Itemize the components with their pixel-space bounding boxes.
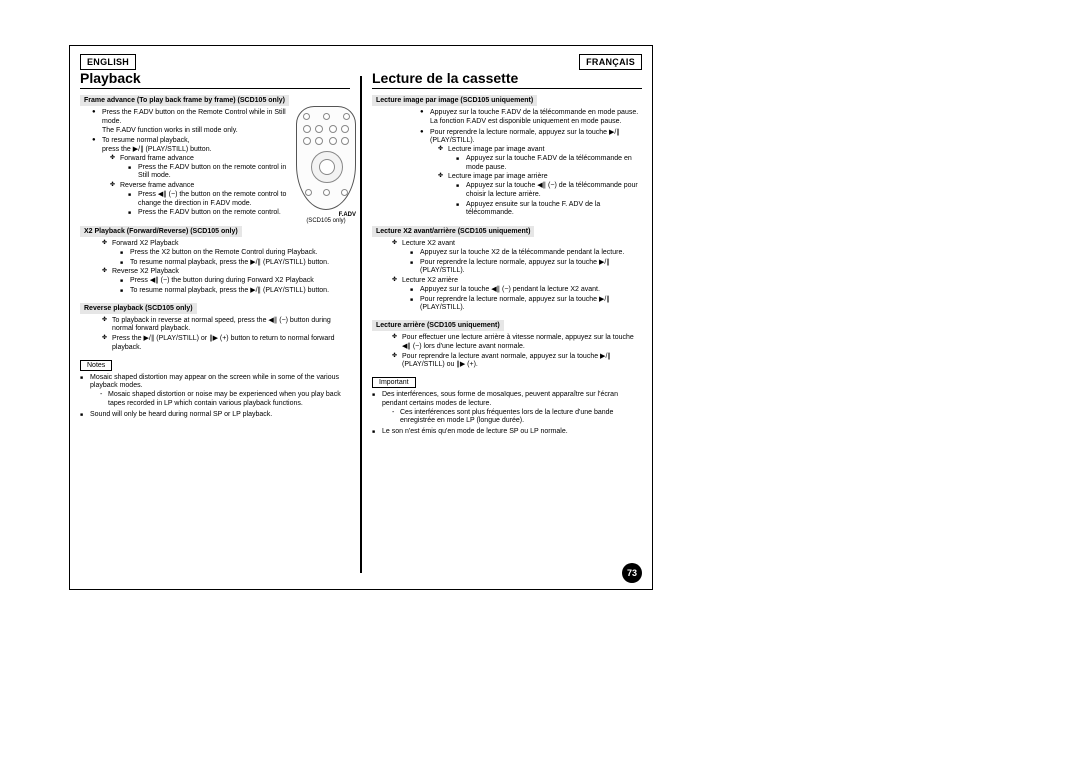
lecture-image-list: Appuyez sur la touche F.ADV de la téléco… bbox=[422, 109, 642, 218]
section-reverse-playback: Reverse playback (SCD105 only) bbox=[80, 303, 197, 314]
text: To resume normal playback, press the ▶/∥… bbox=[120, 287, 350, 296]
text: Press the ▶/∥ (PLAY/STILL) or ∥▶ (+) but… bbox=[102, 335, 350, 353]
lang-label-french: FRANÇAIS bbox=[579, 54, 642, 70]
text: Appuyez sur la touche F.ADV de la téléco… bbox=[422, 109, 642, 127]
text: Lecture X2 avant bbox=[402, 240, 455, 247]
remote-sublabel: (SCD105 only) bbox=[296, 218, 356, 224]
text: Reverse frame advance bbox=[120, 182, 194, 189]
lecture-arriere-list: Pour effectuer une lecture arrière à vit… bbox=[392, 334, 642, 370]
text: Pour effectuer une lecture arrière à vit… bbox=[392, 334, 642, 352]
lang-label-english: ENGLISH bbox=[80, 54, 136, 70]
text: Press ◀∥ (−) the button during during Fo… bbox=[120, 277, 350, 286]
text: Appuyez sur la touche ◀∥ (−) pendant la … bbox=[410, 286, 642, 295]
page-number: 73 bbox=[622, 563, 642, 583]
section-x2-playback: X2 Playback (Forward/Reverse) (SCD105 on… bbox=[80, 226, 242, 237]
french-column: FRANÇAIS Lecture de la cassette Lecture … bbox=[362, 46, 652, 589]
text: Pour reprendre la lecture normale, appuy… bbox=[430, 129, 620, 145]
text: Ces interférences sont plus fréquentes l… bbox=[392, 409, 642, 427]
text: The F.ADV function works in still mode o… bbox=[102, 127, 238, 134]
english-column: ENGLISH Playback Frame advance (To play … bbox=[70, 46, 360, 589]
text: Appuyez sur la touche F.ADV de la téléco… bbox=[456, 155, 642, 173]
text: Appuyez sur la touche X2 de la télécomma… bbox=[410, 249, 642, 258]
notes-list: Mosaic shaped distortion may appear on t… bbox=[80, 374, 350, 420]
text: Forward frame advance bbox=[120, 155, 194, 162]
manual-page: ENGLISH Playback Frame advance (To play … bbox=[69, 45, 653, 590]
frame-advance-list: Press the F.ADV button on the Remote Con… bbox=[94, 109, 290, 218]
title-playback: Playback bbox=[80, 70, 350, 89]
section-lecture-x2: Lecture X2 avant/arrière (SCD105 uniquem… bbox=[372, 226, 534, 237]
text: Appuyez sur la touche ◀∥ (−) de la téléc… bbox=[456, 182, 642, 200]
text: Press ◀∥ (−) the button on the remote co… bbox=[128, 191, 290, 209]
text: Mosaic shaped distortion may appear on t… bbox=[90, 374, 339, 390]
text: To playback in reverse at normal speed, … bbox=[102, 317, 350, 335]
text: Pour reprendre la lecture avant normale,… bbox=[392, 353, 642, 371]
text: press the ▶/∥ (PLAY/STILL) button. bbox=[102, 146, 212, 153]
text: Reverse X2 Playback bbox=[112, 268, 179, 275]
text: Sound will only be heard during normal S… bbox=[80, 411, 350, 420]
x2-list: Forward X2 Playback Press the X2 button … bbox=[102, 240, 350, 296]
text: Des interférences, sous forme de mosaïqu… bbox=[382, 391, 618, 407]
section-lecture-image: Lecture image par image (SCD105 uniqueme… bbox=[372, 95, 537, 106]
text: Forward X2 Playback bbox=[112, 240, 179, 247]
section-lecture-arriere: Lecture arrière (SCD105 uniquement) bbox=[372, 320, 504, 331]
text: Pour reprendre la lecture normale, appuy… bbox=[410, 296, 642, 314]
text: Press the F.ADV button on the remote con… bbox=[128, 209, 290, 218]
section-frame-advance: Frame advance (To play back frame by fra… bbox=[80, 95, 289, 106]
important-list: Des interférences, sous forme de mosaïqu… bbox=[372, 391, 642, 437]
text: Press the F.ADV button on the Remote Con… bbox=[102, 109, 286, 125]
text: To resume normal playback, bbox=[102, 137, 190, 144]
title-lecture: Lecture de la cassette bbox=[372, 70, 642, 89]
remote-body bbox=[296, 106, 356, 210]
reverse-list: To playback in reverse at normal speed, … bbox=[102, 317, 350, 353]
text: Lecture X2 arrière bbox=[402, 277, 458, 284]
notes-label: Notes bbox=[80, 360, 112, 371]
lecture-x2-list: Lecture X2 avant Appuyez sur la touche X… bbox=[392, 240, 642, 313]
text: Mosaic shaped distortion or noise may be… bbox=[100, 391, 350, 409]
text: Appuyez ensuite sur la touche F. ADV de … bbox=[456, 201, 642, 219]
text: Lecture image par image avant bbox=[448, 146, 545, 153]
text: Pour reprendre la lecture normale, appuy… bbox=[410, 259, 642, 277]
text: Le son n'est émis qu'en mode de lecture … bbox=[372, 428, 642, 437]
text: Press the F.ADV button on the remote con… bbox=[128, 164, 290, 182]
important-label: Important bbox=[372, 377, 416, 388]
text: To resume normal playback, press the ▶/∥… bbox=[120, 259, 350, 268]
text: Lecture image par image arrière bbox=[448, 173, 548, 180]
remote-illustration: F.ADV (SCD105 only) bbox=[296, 106, 356, 224]
text: Press the X2 button on the Remote Contro… bbox=[120, 249, 350, 258]
